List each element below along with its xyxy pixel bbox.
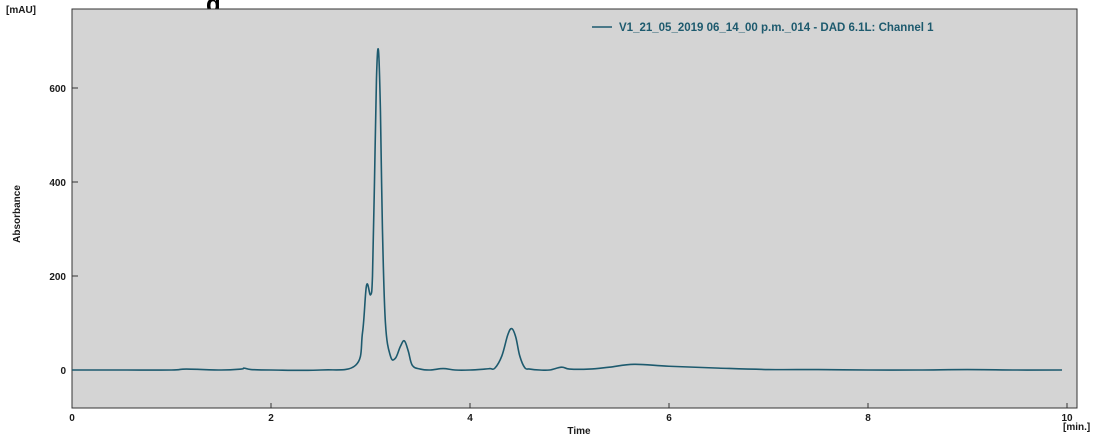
x-tick-label: 0 (69, 413, 75, 424)
x-axis-label: Time (567, 426, 591, 437)
x-tick-label: 2 (268, 413, 274, 424)
y-tick-label: 0 (60, 366, 66, 377)
y-tick-label: 400 (49, 178, 66, 189)
x-tick-label: 10 (1061, 413, 1073, 424)
y-tick-label: 600 (49, 84, 66, 95)
y-tick-label: 200 (49, 272, 66, 283)
y-axis-label: Absorbance (12, 185, 23, 243)
x-tick-label: 6 (666, 413, 672, 424)
x-tick-label: 8 (865, 413, 871, 424)
x-axis-unit: [min.] (1063, 422, 1090, 433)
plot-area (71, 8, 1078, 409)
legend-entry: V1_21_05_2019 06_14_00 p.m._014 - DAD 6.… (619, 22, 934, 34)
x-tick-label: 4 (467, 413, 473, 424)
series-line (71, 48, 1063, 372)
y-axis-unit: [mAU] (6, 5, 36, 16)
legend: V1_21_05_2019 06_14_00 p.m._014 - DAD 6.… (592, 22, 934, 34)
